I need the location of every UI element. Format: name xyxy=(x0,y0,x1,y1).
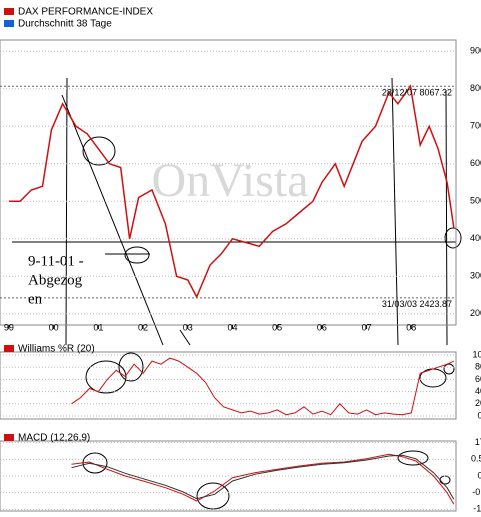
legend-swatch xyxy=(4,8,14,15)
y-tick-label: 60 xyxy=(475,374,481,384)
y-tick-label: 4000 xyxy=(470,233,481,243)
legend-label: MACD (12,26,9) xyxy=(18,433,90,444)
handwritten-note: en xyxy=(28,291,43,307)
legend-swatch xyxy=(4,434,14,441)
series-line xyxy=(71,357,455,416)
y-tick-label: 6000 xyxy=(470,158,481,168)
y-tick-label: -1T xyxy=(473,504,481,514)
handwritten-note: 9-11-01 - xyxy=(28,253,84,269)
series-line xyxy=(71,453,455,505)
y-tick-label: 0.5T xyxy=(471,454,481,464)
legend-swatch xyxy=(4,345,14,352)
series-line xyxy=(71,454,455,500)
y-tick-label: 0 xyxy=(477,470,481,480)
x-tick-label: 07 xyxy=(362,322,372,332)
x-tick-label: 01 xyxy=(93,322,103,332)
x-tick-label: 00 xyxy=(49,322,59,332)
annotation-label: 31/03/03 2423.87 xyxy=(382,299,452,309)
legend-label: Durchschnitt 38 Tage xyxy=(18,19,112,30)
y-tick-label: 0 xyxy=(477,410,481,420)
x-tick-label: 04 xyxy=(227,322,237,332)
x-tick-label: 08 xyxy=(406,322,416,332)
annotation-label: 28/12/07 8067.32 xyxy=(382,88,452,98)
x-tick-label: 99 xyxy=(4,322,14,332)
y-tick-label: 8000 xyxy=(470,83,481,93)
watermark: OnVista xyxy=(151,154,308,207)
plot-frame xyxy=(0,39,457,326)
plot-frame xyxy=(0,440,457,512)
y-tick-label: 1T xyxy=(475,437,481,447)
handwritten-note: Abgezog xyxy=(28,272,83,288)
y-tick-label: -0.5 xyxy=(472,487,481,497)
y-tick-label: 2000 xyxy=(470,308,481,318)
y-tick-label: 20 xyxy=(475,398,481,408)
series-line xyxy=(8,84,455,299)
y-tick-label: 80 xyxy=(475,362,481,372)
y-tick-label: 100 xyxy=(472,349,481,359)
legend-label: Williams %R (20) xyxy=(18,344,95,355)
y-tick-label: 5000 xyxy=(470,196,481,206)
x-tick-label: 06 xyxy=(317,322,327,332)
legend-label: DAX PERFORMANCE-INDEX xyxy=(18,7,153,18)
legend-swatch xyxy=(4,20,14,27)
plot-frame xyxy=(0,351,457,420)
x-tick-label: 05 xyxy=(272,322,282,332)
y-tick-label: 40 xyxy=(475,386,481,396)
y-tick-label: 3000 xyxy=(470,271,481,281)
x-tick-label: 03 xyxy=(183,322,193,332)
y-tick-label: 7000 xyxy=(470,121,481,131)
x-tick-label: 02 xyxy=(138,322,148,332)
